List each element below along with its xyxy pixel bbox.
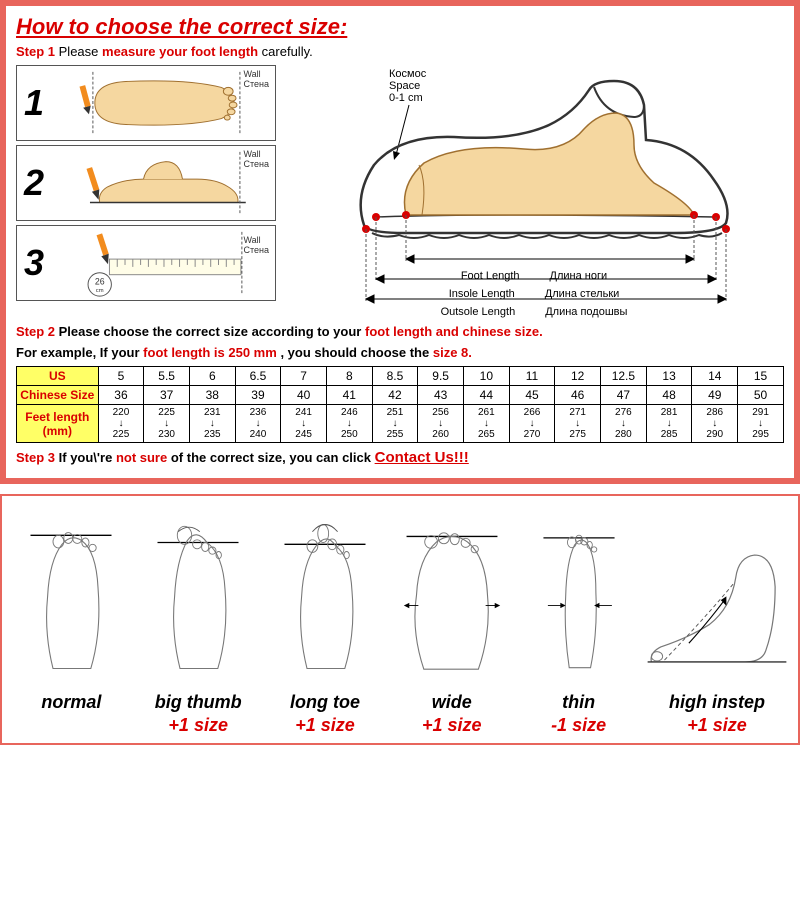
main-title: How to choose the correct size: [16,14,784,40]
svg-text:0-1 cm: 0-1 cm [389,92,423,104]
shoe-diagram: Космос Space 0-1 cm [284,65,784,318]
chinese-row: Chinese Size 3637 3839 4041 4243 4445 46… [17,386,784,405]
foot-type-long-toe: long toe +1 size [262,506,389,737]
step3-label: Step 3 [16,450,55,465]
foot-type-normal: normal [8,506,135,737]
size-table: US 55.5 66.5 78 8.59.5 1011 1212.5 1314 … [16,366,784,443]
step1-label: Step 1 [16,44,55,59]
step3-illustration: 26 cm Wall Стена [51,226,275,300]
step1-illustration: Wall Стена [51,66,275,140]
foot-type-thin: thin -1 size [515,506,642,737]
wall-label-3: Wall Стена [243,236,269,256]
foot-length-legend: Foot Length Длина ноги [284,270,784,282]
step1-line: Step 1 Please measure your foot length c… [16,44,784,59]
measure-step-2: 2 Wall Стена [16,145,276,221]
step1-pre: Please [59,44,99,59]
svg-text:26: 26 [95,276,105,286]
step-number-1: 1 [17,82,51,124]
chinese-header: Chinese Size [17,386,99,405]
step3-line: Step 3 If you\'re not sure of the correc… [16,449,784,466]
step2-label: Step 2 [16,324,55,339]
svg-text:Космос: Космос [389,68,427,80]
wall-label-2: Wall Стена [243,150,269,170]
svg-text:Space: Space [389,80,420,92]
foot-type-high-instep: high instep +1 size [642,506,792,737]
step1-post: carefully. [262,44,313,59]
step-number-2: 2 [17,162,51,204]
wall-label-1: Wall Стена [243,70,269,90]
step2-illustration: Wall Стена [51,146,275,220]
feet-length-row: Feet length (mm) 220↓225 225↓230 231↓235… [17,405,784,443]
step2-line1: Step 2 Please choose the correct size ac… [16,324,784,339]
measure-step-3: 3 [16,225,276,301]
diagram-row: 1 [16,65,784,318]
step2-line2: For example, If your foot length is 250 … [16,345,784,360]
step1-highlight: measure your foot length [102,44,258,59]
us-header: US [17,367,99,386]
sizing-guide-frame: How to choose the correct size: Step 1 P… [0,0,800,484]
foot-types-panel: normal big thumb +1 size [0,494,800,745]
measure-steps-column: 1 [16,65,276,318]
feet-length-header: Feet length (mm) [17,405,99,443]
step-number-3: 3 [17,242,51,284]
foot-type-wide: wide +1 size [388,506,515,737]
contact-us-link[interactable]: Contact Us!!! [375,449,469,466]
svg-text:cm: cm [96,288,104,294]
us-row: US 55.5 66.5 78 8.59.5 1011 1212.5 1314 … [17,367,784,386]
measure-step-1: 1 [16,65,276,141]
foot-type-big-thumb: big thumb +1 size [135,506,262,737]
